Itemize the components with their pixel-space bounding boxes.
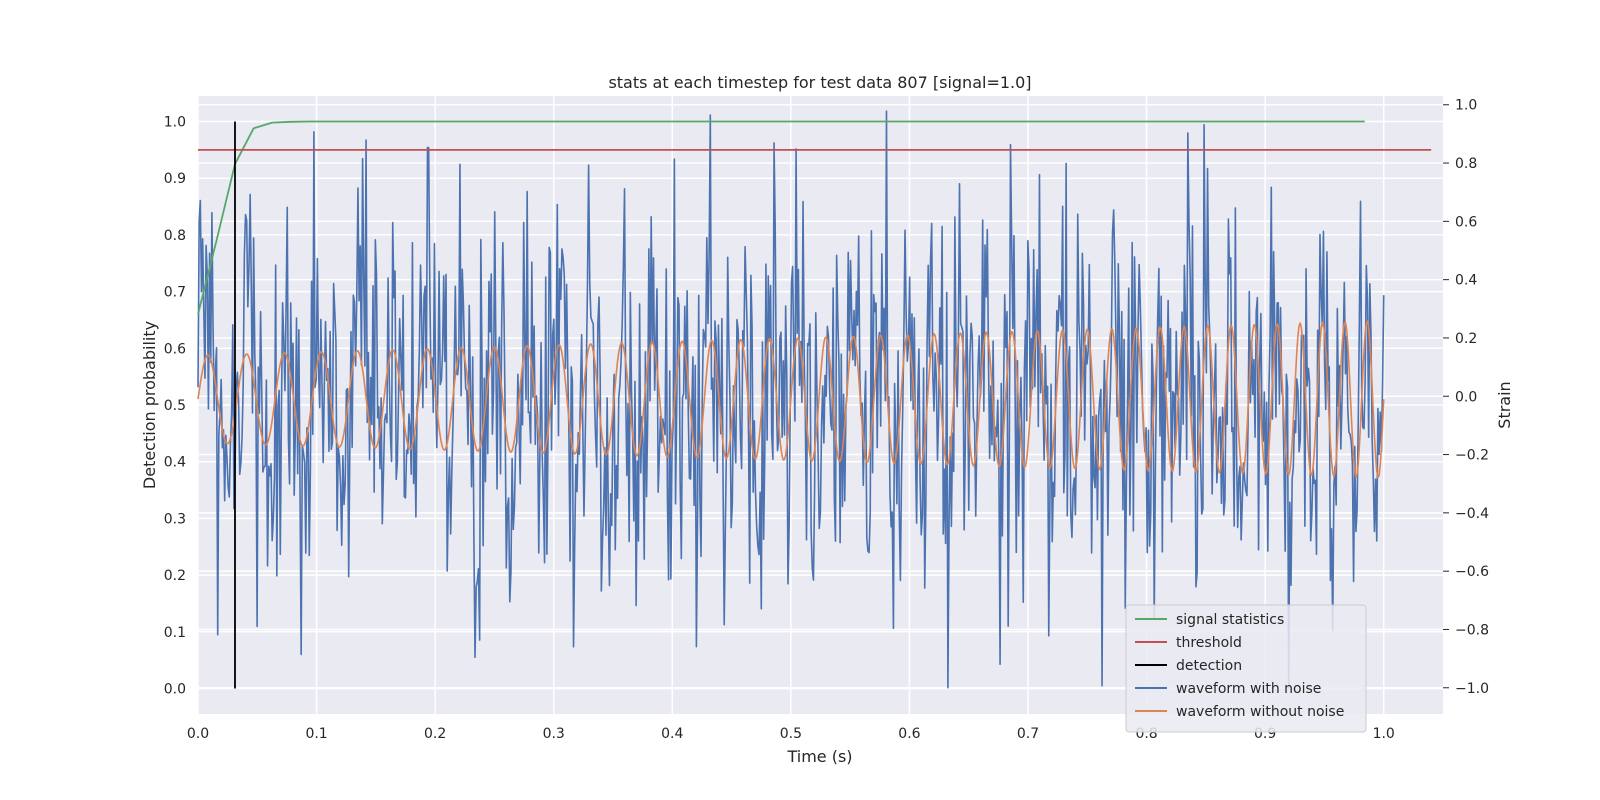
legend-label: waveform without noise [1176, 704, 1344, 720]
x-tick-label: 0.2 [424, 726, 446, 742]
series-line-waveform-without-noise [197, 320, 1385, 479]
y-tick-label-left: 0.9 [164, 171, 186, 187]
y-tick-label-left: 0.8 [164, 228, 186, 244]
y-tick-label-right: 0.8 [1455, 156, 1477, 172]
x-tick-label: 0.0 [187, 726, 209, 742]
y-tick-label-left: 1.0 [164, 115, 186, 131]
y-tick-label-left: 0.3 [164, 511, 186, 527]
x-tick-label: 0.5 [780, 726, 802, 742]
legend-box [1125, 604, 1367, 733]
x-tick-label: 0.6 [898, 726, 920, 742]
chart-title: stats at each timestep for test data 807… [608, 73, 1031, 92]
y-axis-title-left: Detection probability [140, 321, 159, 489]
x-tick-label: 0.1 [305, 726, 327, 742]
y-tick-label-right: 0.4 [1455, 273, 1477, 289]
y-tick-label-right: 0.6 [1455, 214, 1477, 230]
y-tick-label-right: −1.0 [1455, 681, 1489, 697]
y-tick-label-left: 0.5 [164, 398, 186, 414]
y-tick-label-left: 0.2 [164, 568, 186, 584]
y-tick-label-right: −0.4 [1455, 506, 1489, 522]
y-tick-label-right: −0.8 [1455, 622, 1489, 638]
legend: signal statistics threshold detection wavef… [1125, 604, 1367, 733]
y-tick-label-right: 1.0 [1455, 98, 1477, 114]
y-tick-label-left: 0.6 [164, 341, 186, 357]
y-tick-label-left: 0.0 [164, 681, 186, 697]
x-tick-label: 0.3 [543, 726, 565, 742]
series-line-signal-statistics [197, 120, 1365, 315]
y-axis-title-right: Strain [1495, 381, 1514, 428]
y-tick-label-left: 0.4 [164, 455, 186, 471]
y-tick-label-right: −0.6 [1455, 564, 1489, 580]
y-tick-label-right: 0.0 [1455, 389, 1477, 405]
y-tick-label-right: 0.2 [1455, 331, 1477, 347]
y-tick-label-left: 0.7 [164, 285, 186, 301]
x-tick-label: 0.7 [1017, 726, 1039, 742]
legend-label: waveform with noise [1176, 681, 1321, 697]
y-tick-label-left: 0.1 [164, 625, 186, 641]
series-layer [197, 110, 1432, 689]
legend-label: signal statistics [1176, 612, 1284, 628]
x-tick-label: 0.4 [661, 726, 683, 742]
x-axis-title: Time (s) [786, 747, 852, 766]
x-tick-label: 1.0 [1373, 726, 1395, 742]
legend-label: threshold [1176, 635, 1242, 651]
series-line-waveform-with-noise [197, 110, 1385, 689]
axes-layer: 0.0 0.1 0.2 0.3 0.4 0.5 0.6 0.7 0.8 0.9 1.0 0.0 0.1 0… [164, 98, 1489, 742]
legend-label: detection [1176, 658, 1242, 674]
y-tick-label-right: −0.2 [1455, 448, 1489, 464]
